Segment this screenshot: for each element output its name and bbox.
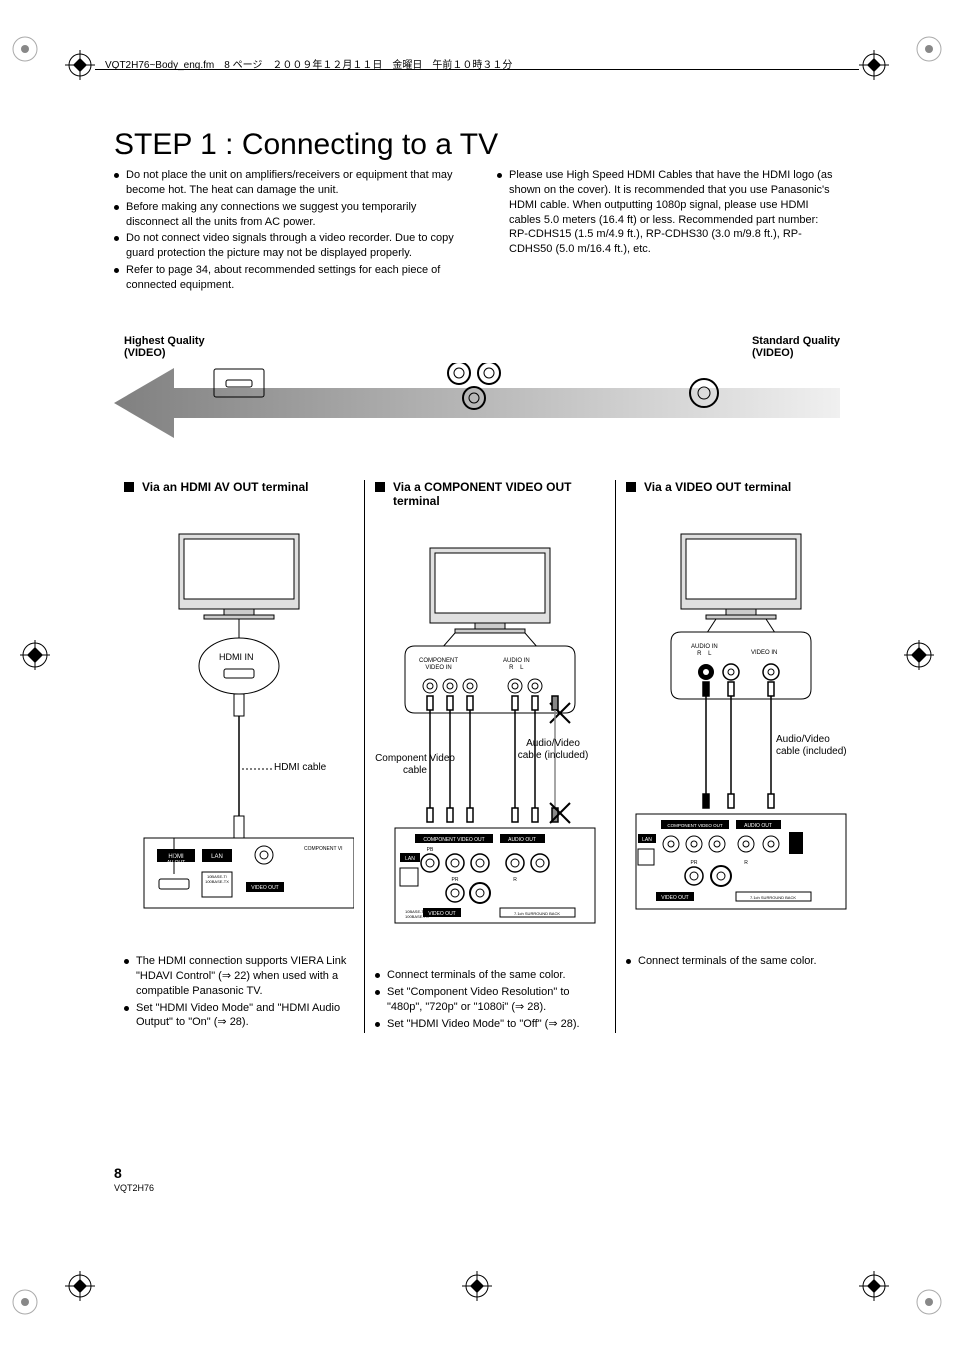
note-item: Connect terminals of the same color. <box>626 954 856 969</box>
reg-mark-br-icon <box>914 1287 944 1317</box>
note-item: The HDMI connection supports VIERA Link … <box>124 954 354 999</box>
av-cable-label: Audio/Video cable (included) <box>513 738 593 762</box>
intro-item: Do not connect video signals through a v… <box>114 231 457 261</box>
crop-mark-tr-icon <box>859 50 889 80</box>
quality-arrow-icon <box>114 363 840 473</box>
component-col-head: Via a COMPONENT VIDEO OUT terminal <box>375 480 605 508</box>
reg-mark-ml-icon <box>10 640 50 670</box>
svg-text:LAN: LAN <box>642 837 652 843</box>
component-column: Via a COMPONENT VIDEO OUT terminal <box>364 480 616 1033</box>
svg-text:LAN: LAN <box>405 856 415 862</box>
svg-text:7.1ch SURROUND BACK: 7.1ch SURROUND BACK <box>750 895 796 900</box>
note-item: Set "HDMI Video Mode" and "HDMI Audio Ou… <box>124 1001 354 1031</box>
note-item: Connect terminals of the same color. <box>375 968 605 983</box>
hdmi-diagram: HDMI AV OUT LAN 10BASE-T/ 100BASE-TX VID… <box>124 504 354 924</box>
hdmi-diagram-icon: HDMI AV OUT LAN 10BASE-T/ 100BASE-TX VID… <box>124 504 354 924</box>
comp-in-label: COMPONENT VIDEO IN <box>419 658 458 672</box>
highest-quality-label: Highest Quality (VIDEO) <box>124 335 205 359</box>
svg-text:PB: PB <box>427 847 434 853</box>
page-code: VQT2H76 <box>114 1183 154 1193</box>
quality-high-sub: (VIDEO) <box>124 347 205 359</box>
quality-std-sub: (VIDEO) <box>752 347 840 359</box>
hdmi-cable-label: HDMI cable <box>274 762 326 774</box>
crop-mark-bl-icon <box>65 1271 95 1301</box>
component-diagram: COMPONENT VIDEO OUT AUDIO OUT PB PR R LA… <box>375 518 605 938</box>
reg-mark-tl-icon <box>10 34 40 64</box>
audio-in-label: AUDIO IN R L <box>503 658 530 672</box>
hdmi-notes: The HDMI connection supports VIERA Link … <box>124 954 354 1030</box>
svg-text:AUDIO OUT: AUDIO OUT <box>744 823 772 829</box>
hdmi-in-label: HDMI IN <box>219 652 254 663</box>
page-number: 8 <box>114 1165 122 1181</box>
reg-mark-bl-icon <box>10 1287 40 1317</box>
av-cable-label-2: Audio/Video cable (included) <box>776 734 856 758</box>
video-out-head-text: Via a VIDEO OUT terminal <box>644 480 791 494</box>
bullet-square-icon <box>124 482 134 492</box>
svg-text:VIDEO OUT: VIDEO OUT <box>661 895 689 901</box>
hdmi-col-head: Via an HDMI AV OUT terminal <box>124 480 354 494</box>
svg-text:PR: PR <box>452 877 459 883</box>
intro-section: Do not place the unit on amplifiers/rece… <box>114 168 840 295</box>
intro-item: Refer to page 34, about recommended sett… <box>114 263 457 293</box>
quality-std-text: Standard Quality <box>752 335 840 347</box>
intro-list-right: Please use High Speed HDMI Cables that h… <box>497 168 840 257</box>
component-notes: Connect terminals of the same color. Set… <box>375 968 605 1031</box>
svg-text:100BASE-TX: 100BASE-TX <box>205 879 229 884</box>
page-title: STEP 1 : Connecting to a TV <box>114 128 498 162</box>
svg-text:VIDEO OUT: VIDEO OUT <box>428 911 456 917</box>
video-out-diagram-icon: COMPONENT VIDEO OUT AUDIO OUT PR R LAN V… <box>626 504 856 924</box>
bullet-square-icon <box>375 482 385 492</box>
intro-item: Please use High Speed HDMI Cables that h… <box>497 168 840 257</box>
svg-text:AUDIO OUT: AUDIO OUT <box>508 837 536 843</box>
svg-text:COMPONENT VIDEO OUT: COMPONENT VIDEO OUT <box>423 837 484 843</box>
header-rule <box>95 69 859 70</box>
audio-in-label-2: AUDIO IN R L <box>691 644 718 658</box>
intro-item: Do not place the unit on amplifiers/rece… <box>114 168 457 198</box>
bullet-square-icon <box>626 482 636 492</box>
hdmi-head-text: Via an HDMI AV OUT terminal <box>142 480 308 494</box>
svg-text:PR: PR <box>691 860 698 866</box>
svg-text:VIDEO OUT: VIDEO OUT <box>251 885 279 891</box>
quality-high-text: Highest Quality <box>124 335 205 347</box>
crop-mark-tl-icon <box>65 50 95 80</box>
component-diagram-icon: COMPONENT VIDEO OUT AUDIO OUT PB PR R LA… <box>375 518 605 938</box>
intro-list-left: Do not place the unit on amplifiers/rece… <box>114 168 457 293</box>
comp-cable-label: Component Video cable <box>375 753 455 777</box>
video-out-diagram: COMPONENT VIDEO OUT AUDIO OUT PR R LAN V… <box>626 504 856 924</box>
connection-columns: Via an HDMI AV OUT terminal <box>114 480 840 1033</box>
svg-text:AV OUT: AV OUT <box>167 860 185 866</box>
svg-text:COMPONENT VI: COMPONENT VI <box>304 846 343 852</box>
svg-text:LAN: LAN <box>211 854 223 860</box>
video-out-col-head: Via a VIDEO OUT terminal <box>626 480 856 494</box>
note-item: Set "HDMI Video Mode" to "Off" (⇒ 28). <box>375 1017 605 1032</box>
reg-mark-tr-icon <box>914 34 944 64</box>
standard-quality-label: Standard Quality (VIDEO) <box>752 335 840 359</box>
video-out-notes: Connect terminals of the same color. <box>626 954 856 969</box>
note-item: Set "Component Video Resolution" to "480… <box>375 985 605 1015</box>
svg-text:COMPONENT VIDEO OUT: COMPONENT VIDEO OUT <box>667 823 722 828</box>
svg-text:7.1ch SURROUND BACK: 7.1ch SURROUND BACK <box>514 911 560 916</box>
video-out-column: Via a VIDEO OUT terminal <box>616 480 866 1033</box>
video-in-label: VIDEO IN <box>751 650 777 657</box>
intro-item: Before making any connections we suggest… <box>114 200 457 230</box>
svg-text:R: R <box>744 860 748 866</box>
crop-mark-bc-icon <box>462 1271 492 1301</box>
svg-text:R: R <box>513 877 517 883</box>
crop-mark-br-icon <box>859 1271 889 1301</box>
reg-mark-mr-icon <box>904 640 944 670</box>
hdmi-column: Via an HDMI AV OUT terminal <box>114 480 364 1033</box>
component-head-text: Via a COMPONENT VIDEO OUT terminal <box>393 480 605 508</box>
